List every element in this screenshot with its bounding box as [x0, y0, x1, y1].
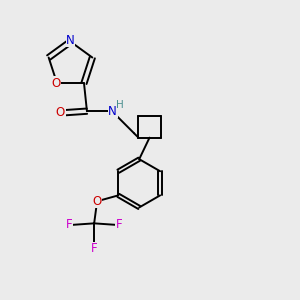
Text: N: N	[108, 105, 117, 118]
Text: O: O	[56, 106, 65, 119]
Text: F: F	[66, 218, 73, 231]
Text: O: O	[51, 77, 60, 90]
Text: H: H	[116, 100, 124, 110]
Text: N: N	[66, 34, 75, 47]
Text: F: F	[91, 242, 98, 256]
Text: F: F	[116, 218, 122, 231]
Text: O: O	[92, 195, 102, 208]
